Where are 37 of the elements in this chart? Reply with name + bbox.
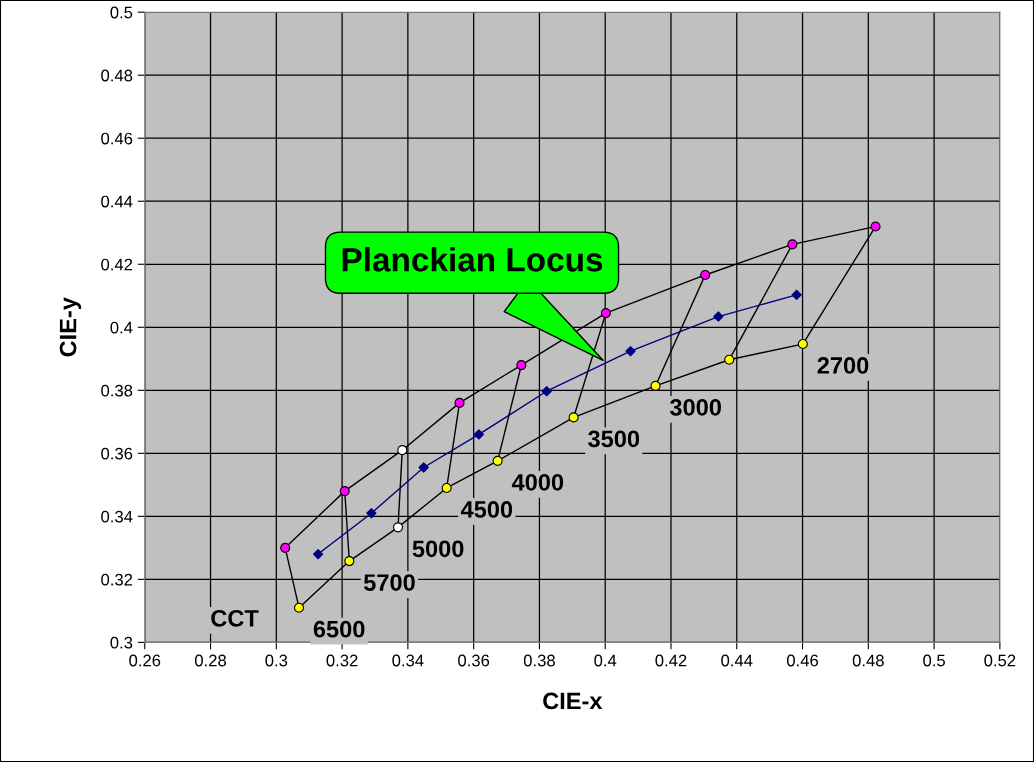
x-tick-label: 0.4 [594,654,617,667]
y-tick-label: 0.5 [110,6,133,19]
x-tick-label: 0.38 [523,654,555,667]
x-tick-label: 0.32 [326,654,358,667]
x-tick-label: 0.3 [265,654,288,667]
y-tick-label: 0.36 [101,447,133,460]
y-tick-label: 0.34 [101,510,133,523]
annotation: 6500 [313,620,365,638]
annotation: Planckian Locus [342,247,603,272]
annotation: 4500 [460,501,513,518]
y-tick-label: 0.42 [101,258,133,271]
annotation: 5700 [363,574,415,591]
annotation: 4000 [511,474,564,491]
x-tick-label: 0.5 [923,654,945,667]
y-tick-label: 0.48 [101,69,133,82]
y-tick-label: 0.46 [101,132,133,145]
y-tick-label: 0.44 [101,195,133,208]
x-tick-label: 0.48 [852,654,884,667]
y-tick-label: 0.32 [101,573,133,586]
y-tick-label: 0.38 [101,384,133,397]
annotation: 3000 [669,399,721,416]
annotation: CCT [211,609,259,627]
x-tick-label: 0.46 [786,654,819,667]
y-tick-label: 0.3 [110,636,133,649]
annotation: 2700 [817,357,869,374]
x-tick-label: 0.34 [392,654,424,667]
x-tick-label: 0.36 [458,654,490,667]
x-tick-label: 0.26 [129,654,161,667]
x-axis-title: CIE-x [543,692,603,710]
annotation: 5000 [412,540,464,558]
x-tick-label: 0.42 [655,654,687,667]
y-tick-label: 0.4 [110,321,133,334]
annotation: 3500 [588,430,640,448]
x-tick-label: 0.52 [984,654,1016,667]
x-tick-label: 0.28 [194,654,227,667]
y-axis-title: CIE-y [59,297,82,357]
x-tick-label: 0.44 [721,654,753,667]
